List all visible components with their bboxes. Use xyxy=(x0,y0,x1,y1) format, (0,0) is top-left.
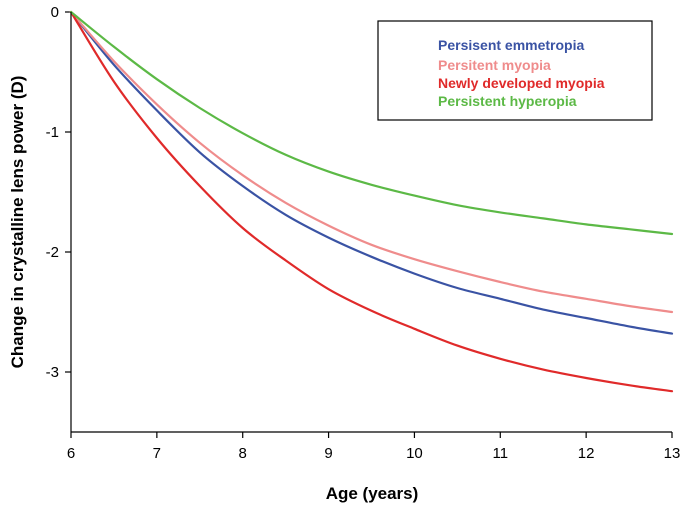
x-axis-ticks: 6 7 8 9 10 11 12 13 xyxy=(67,432,681,462)
y-tick-label: -3 xyxy=(46,364,59,381)
series-line-persistent-myopia xyxy=(69,10,674,314)
y-tick-label: -1 xyxy=(46,124,59,141)
x-tick-label: 10 xyxy=(406,445,423,462)
legend-entry-persistent-myopia: Persitent myopia xyxy=(438,57,551,73)
series-lines xyxy=(69,10,674,393)
y-axis-title: Change in crystalline lens power (D) xyxy=(8,76,27,369)
x-tick-label: 6 xyxy=(67,445,75,462)
x-axis-title: Age (years) xyxy=(326,484,419,503)
y-tick-label: -2 xyxy=(46,244,59,261)
y-tick-label: 0 xyxy=(51,4,59,21)
legend-box xyxy=(377,20,653,121)
legend-entry-newly-developed-myopia: Newly developed myopia xyxy=(438,75,605,91)
y-axis-ticks: 0 -1 -2 -3 xyxy=(46,4,71,381)
x-tick-label: 11 xyxy=(492,445,508,462)
x-tick-label: 8 xyxy=(239,445,247,462)
legend-entry-persistent-emmetropia: Persisent emmetropia xyxy=(438,37,584,53)
legend-entry-persistent-hyperopia: Persistent hyperopia xyxy=(438,93,577,109)
x-tick-label: 7 xyxy=(153,445,161,462)
series-line-newly-developed-myopia xyxy=(69,10,674,393)
x-tick-label: 9 xyxy=(324,445,332,462)
series-line-persistent-emmetropia xyxy=(69,10,674,335)
x-tick-label: 12 xyxy=(578,445,595,462)
series-line-persistent-hyperopia xyxy=(69,10,674,236)
legend: Persisent emmetropia Persitent myopia Ne… xyxy=(377,20,653,121)
x-tick-label: 13 xyxy=(664,445,681,462)
